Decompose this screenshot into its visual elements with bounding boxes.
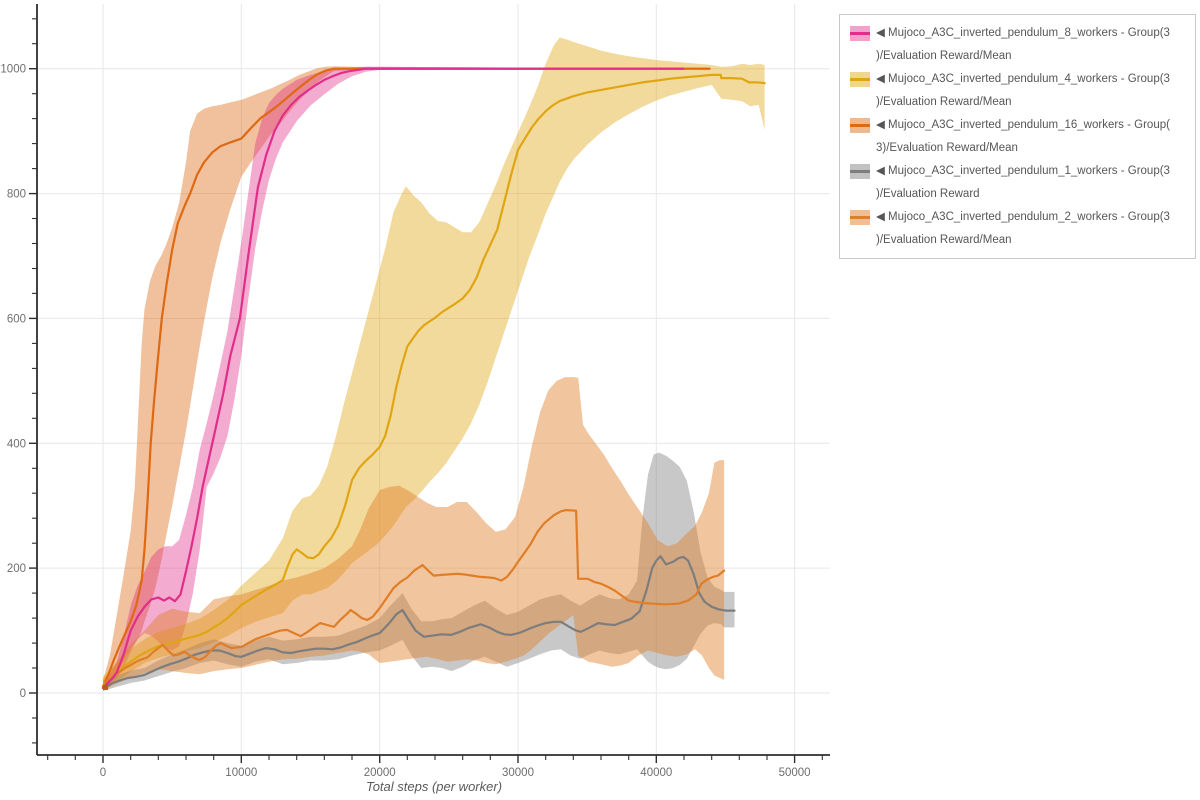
legend-label-line: )/Evaluation Reward [876,188,980,200]
y-tick-label: 200 [7,563,26,575]
legend-label-line: 3)/Evaluation Reward/Mean [876,142,1018,154]
legend-label-line: ◀ Mujoco_A3C_inverted_pendulum_4_workers… [876,73,1170,85]
legend-label-line: ◀ Mujoco_A3C_inverted_pendulum_2_workers… [876,211,1170,223]
x-tick-label: 30000 [502,767,534,779]
legend-swatch-line [850,170,870,173]
legend-item-workers1[interactable]: ◀ Mujoco_A3C_inverted_pendulum_1_workers… [850,160,1186,206]
legend-label-workers4: ◀ Mujoco_A3C_inverted_pendulum_4_workers… [876,68,1185,114]
legend: ◀ Mujoco_A3C_inverted_pendulum_8_workers… [839,14,1196,259]
line-workers8[interactable] [101,67,685,690]
legend-label-line: ◀ Mujoco_A3C_inverted_pendulum_1_workers… [876,165,1170,177]
legend-label-workers2: ◀ Mujoco_A3C_inverted_pendulum_2_workers… [876,206,1185,252]
series-lines [101,67,766,690]
legend-swatch-line [850,124,870,127]
line-workers4[interactable] [101,73,766,687]
y-tick-label: 800 [7,189,26,201]
legend-item-workers8[interactable]: ◀ Mujoco_A3C_inverted_pendulum_8_workers… [850,22,1186,68]
legend-label-line: ◀ Mujoco_A3C_inverted_pendulum_16_worker… [876,119,1170,131]
legend-label-line: )/Evaluation Reward/Mean [876,50,1012,62]
y-tick-label: 0 [20,688,26,700]
legend-swatch-workers8 [850,26,870,41]
y-tick-label: 400 [7,438,26,450]
legend-item-workers4[interactable]: ◀ Mujoco_A3C_inverted_pendulum_4_workers… [850,68,1186,114]
x-tick-label: 20000 [364,767,396,779]
band-workers2 [103,377,725,690]
line-workers16[interactable] [101,67,711,688]
y-tick-label: 1000 [0,64,26,76]
legend-label-workers1: ◀ Mujoco_A3C_inverted_pendulum_1_workers… [876,160,1185,206]
x-tick-label: 10000 [225,767,257,779]
x-tick-label: 40000 [640,767,672,779]
y-tick-label: 600 [7,313,26,325]
x-tick-label: 50000 [779,767,811,779]
legend-item-workers2[interactable]: ◀ Mujoco_A3C_inverted_pendulum_2_workers… [850,206,1186,252]
legend-swatch-workers4 [850,72,870,87]
legend-swatch-line [850,78,870,81]
axes: 0 10000 20000 30000 40000 50000 0 200 400 600 800 1… [0,4,830,779]
legend-label-line: )/Evaluation Reward/Mean [876,234,1012,246]
start-marker [103,684,108,690]
band-workers4 [103,37,765,691]
band-workers8 [103,66,684,691]
legend-label-line: ◀ Mujoco_A3C_inverted_pendulum_8_workers… [876,27,1170,39]
legend-swatch-workers2 [850,210,870,225]
line-workers2[interactable] [101,509,726,688]
legend-swatch-workers16 [850,118,870,133]
x-axis-title: Total steps (per worker) [366,779,502,794]
legend-label-workers16: ◀ Mujoco_A3C_inverted_pendulum_16_worker… [876,114,1185,160]
legend-label-line: )/Evaluation Reward/Mean [876,96,1012,108]
legend-swatch-line [850,216,870,219]
legend-swatch-workers1 [850,164,870,179]
line-workers1[interactable] [101,555,736,690]
x-tick-label: 0 [100,767,106,779]
legend-swatch-line [850,32,870,35]
legend-item-workers16[interactable]: ◀ Mujoco_A3C_inverted_pendulum_16_worker… [850,114,1186,160]
plot-area[interactable] [37,4,830,755]
gridlines [37,4,830,755]
legend-label-workers8: ◀ Mujoco_A3C_inverted_pendulum_8_workers… [876,22,1185,68]
